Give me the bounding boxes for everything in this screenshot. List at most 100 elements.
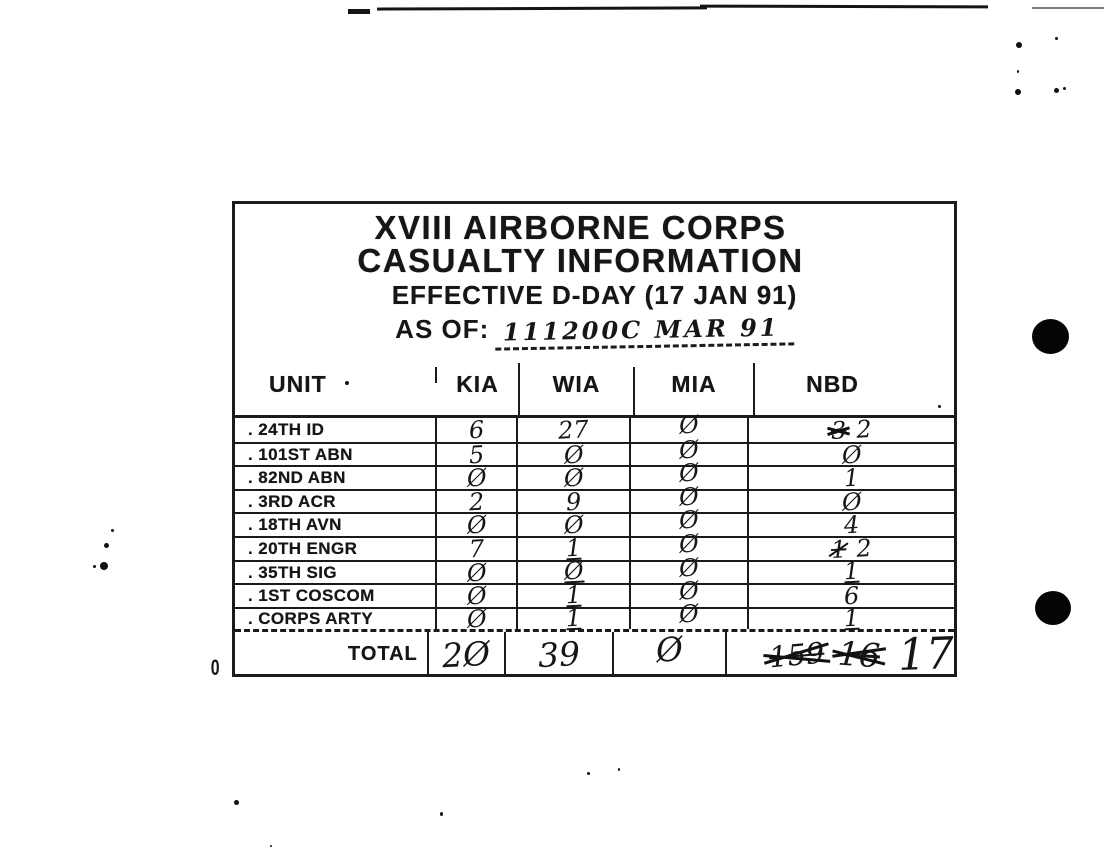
wia-cell: Ø xyxy=(516,440,629,469)
handwritten-value: Ø xyxy=(465,463,488,493)
mia-cell: Ø xyxy=(629,458,747,489)
header-rule xyxy=(518,363,520,415)
table-row: . 3RD ACR 2 9 Ø Ø xyxy=(235,482,954,516)
scan-edge-line xyxy=(699,4,989,9)
scan-speck xyxy=(100,562,108,570)
handwritten-value: 39 xyxy=(537,633,582,675)
as-of-handwritten-value: 111200C MAR 91 xyxy=(495,312,795,351)
nbd-cell: Ø xyxy=(747,487,954,516)
wia-cell: 1 xyxy=(516,603,629,632)
handwritten-value: Ø xyxy=(840,440,863,469)
column-header-nbd: NBD xyxy=(806,371,859,397)
nbd-cell: 6 xyxy=(747,581,954,611)
table-row: . 101ST ABN 5 Ø Ø Ø xyxy=(235,435,954,469)
unit-cell: . 20TH ENGR xyxy=(248,539,358,558)
handwritten-value: Ø xyxy=(465,604,488,634)
nbd-cell: Ø xyxy=(747,440,954,469)
punch-hole-mark xyxy=(1032,319,1069,354)
scan-speck xyxy=(93,565,96,568)
total-mia-cell: Ø xyxy=(612,628,725,677)
mia-cell: Ø xyxy=(629,482,747,512)
punch-hole-mark xyxy=(1035,591,1071,625)
table-row: . CORPS ARTY Ø 1 Ø 1 xyxy=(235,599,954,634)
header-rule xyxy=(753,363,755,415)
handwritten-value: Ø xyxy=(465,510,488,540)
handwritten-value: 6 xyxy=(843,581,860,611)
kia-cell: 6 xyxy=(435,416,516,444)
title-line-1: XVIII AIRBORNE CORPS xyxy=(374,209,787,246)
as-of-label: AS OF: xyxy=(395,314,490,344)
total-row: TOTAL 2Ø 39 Ø 159 16 17 xyxy=(235,627,955,681)
handwritten-value: 1 xyxy=(843,463,860,493)
page-corner-mark: 0 xyxy=(210,655,220,680)
unit-cell: . 24TH ID xyxy=(248,420,325,439)
nbd-cell: 1 xyxy=(747,463,954,493)
scan-speck xyxy=(104,543,109,548)
handwritten-value: Ø xyxy=(562,463,585,493)
header-rule xyxy=(633,367,635,415)
handwritten-value: Ø xyxy=(678,505,700,535)
nbd-cell: 1 xyxy=(747,603,954,632)
wia-cell: 27 xyxy=(516,415,629,445)
handwritten-value: Ø xyxy=(678,410,700,440)
table-row: . 1ST COSCOM Ø 1 Ø 6 xyxy=(235,576,954,611)
total-label: TOTAL xyxy=(347,643,418,665)
column-header-kia: KIA xyxy=(456,371,499,397)
scan-edge-line xyxy=(376,6,708,11)
handwritten-value: Ø xyxy=(654,628,685,670)
kia-cell: 5 xyxy=(435,440,516,469)
scan-speck xyxy=(345,381,349,385)
handwritten-value: 17 xyxy=(897,627,955,681)
wia-cell: Ø xyxy=(516,557,629,585)
table-row: . 18TH AVN Ø Ø Ø 4 xyxy=(235,505,954,540)
handwritten-value: 9 xyxy=(565,487,582,516)
scan-speck xyxy=(440,812,443,816)
unit-cell: . 1ST COSCOM xyxy=(248,586,375,605)
kia-cell: Ø xyxy=(435,582,516,610)
total-nbd-cell: 159 16 17 xyxy=(724,627,955,681)
nbd-cell: 1 xyxy=(747,556,954,586)
unit-cell: . 18TH AVN xyxy=(248,515,342,534)
wia-cell: 1 xyxy=(516,580,629,609)
scan-speck xyxy=(234,800,239,805)
kia-cell: Ø xyxy=(435,604,516,634)
scan-speck xyxy=(1016,42,1022,48)
struck-out-value: 159 xyxy=(767,635,826,674)
scan-edge-line xyxy=(1032,7,1104,9)
kia-cell: 2 xyxy=(435,487,516,516)
table-header-row: UNIT KIA WIA MIA NBD xyxy=(235,359,954,418)
mia-cell: Ø xyxy=(629,529,747,560)
handwritten-value: 1 xyxy=(843,556,860,586)
handwritten-value: Ø xyxy=(678,458,700,488)
handwritten-value: Ø xyxy=(562,440,585,469)
handwritten-value: Ø xyxy=(678,552,700,583)
unit-cell: . 3RD ACR xyxy=(248,491,336,511)
scan-speck xyxy=(1054,88,1059,93)
scan-speck xyxy=(270,845,272,847)
mia-cell: Ø xyxy=(629,410,747,442)
table-row: . 82ND ABN Ø Ø Ø 1 xyxy=(235,458,954,493)
column-header-wia: WIA xyxy=(552,371,601,397)
casualty-table: XVIII AIRBORNE CORPS CASUALTY INFORMATIO… xyxy=(232,201,957,681)
scan-speck xyxy=(1063,87,1066,90)
kia-cell: Ø xyxy=(435,510,516,540)
handwritten-value: 1 xyxy=(565,603,582,632)
table-row: . 35TH SIG Ø Ø Ø 1 xyxy=(235,553,954,587)
header-rule-tick xyxy=(435,367,437,383)
unit-cell: . CORPS ARTY xyxy=(248,609,374,628)
handwritten-value: 4 xyxy=(843,510,860,540)
handwritten-value: Ø xyxy=(678,434,700,465)
title-line-2: CASUALTY INFORMATION xyxy=(357,242,804,279)
wia-cell: 1 xyxy=(516,533,629,562)
mia-cell: Ø xyxy=(629,553,747,583)
total-kia-cell: 2Ø xyxy=(426,632,504,677)
unit-cell: . 82ND ABN xyxy=(248,468,346,487)
handwritten-value: 5 xyxy=(468,440,485,469)
handwritten-value: Ø xyxy=(678,599,700,629)
nbd-cell: 4 xyxy=(747,510,954,540)
mia-cell: Ø xyxy=(629,599,747,629)
column-header-mia: MIA xyxy=(671,371,717,397)
scan-edge-mark xyxy=(348,9,370,14)
